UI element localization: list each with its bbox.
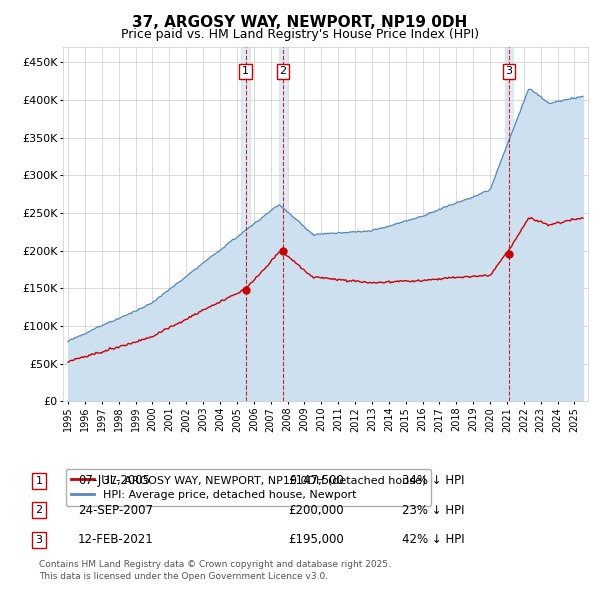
Text: Price paid vs. HM Land Registry's House Price Index (HPI): Price paid vs. HM Land Registry's House … (121, 28, 479, 41)
Text: 42% ↓ HPI: 42% ↓ HPI (402, 533, 464, 546)
Text: 2: 2 (35, 506, 43, 515)
Text: £147,500: £147,500 (288, 474, 344, 487)
Text: 34% ↓ HPI: 34% ↓ HPI (402, 474, 464, 487)
Text: 24-SEP-2007: 24-SEP-2007 (78, 504, 153, 517)
Legend: 37, ARGOSY WAY, NEWPORT, NP19 0DH (detached house), HPI: Average price, detached: 37, ARGOSY WAY, NEWPORT, NP19 0DH (detac… (66, 468, 431, 506)
Text: Contains HM Land Registry data © Crown copyright and database right 2025.
This d: Contains HM Land Registry data © Crown c… (39, 560, 391, 581)
Text: 2: 2 (280, 66, 287, 76)
Text: 07-JUL-2005: 07-JUL-2005 (78, 474, 150, 487)
Text: 3: 3 (505, 66, 512, 76)
Bar (279, 47, 287, 401)
Text: 1: 1 (35, 476, 43, 486)
Text: £200,000: £200,000 (288, 504, 344, 517)
Text: £195,000: £195,000 (288, 533, 344, 546)
Text: 37, ARGOSY WAY, NEWPORT, NP19 0DH: 37, ARGOSY WAY, NEWPORT, NP19 0DH (133, 15, 467, 30)
Bar (241, 47, 250, 401)
Text: 3: 3 (35, 535, 43, 545)
Bar (505, 47, 513, 401)
Text: 12-FEB-2021: 12-FEB-2021 (78, 533, 154, 546)
Text: 1: 1 (242, 66, 249, 76)
Text: 23% ↓ HPI: 23% ↓ HPI (402, 504, 464, 517)
